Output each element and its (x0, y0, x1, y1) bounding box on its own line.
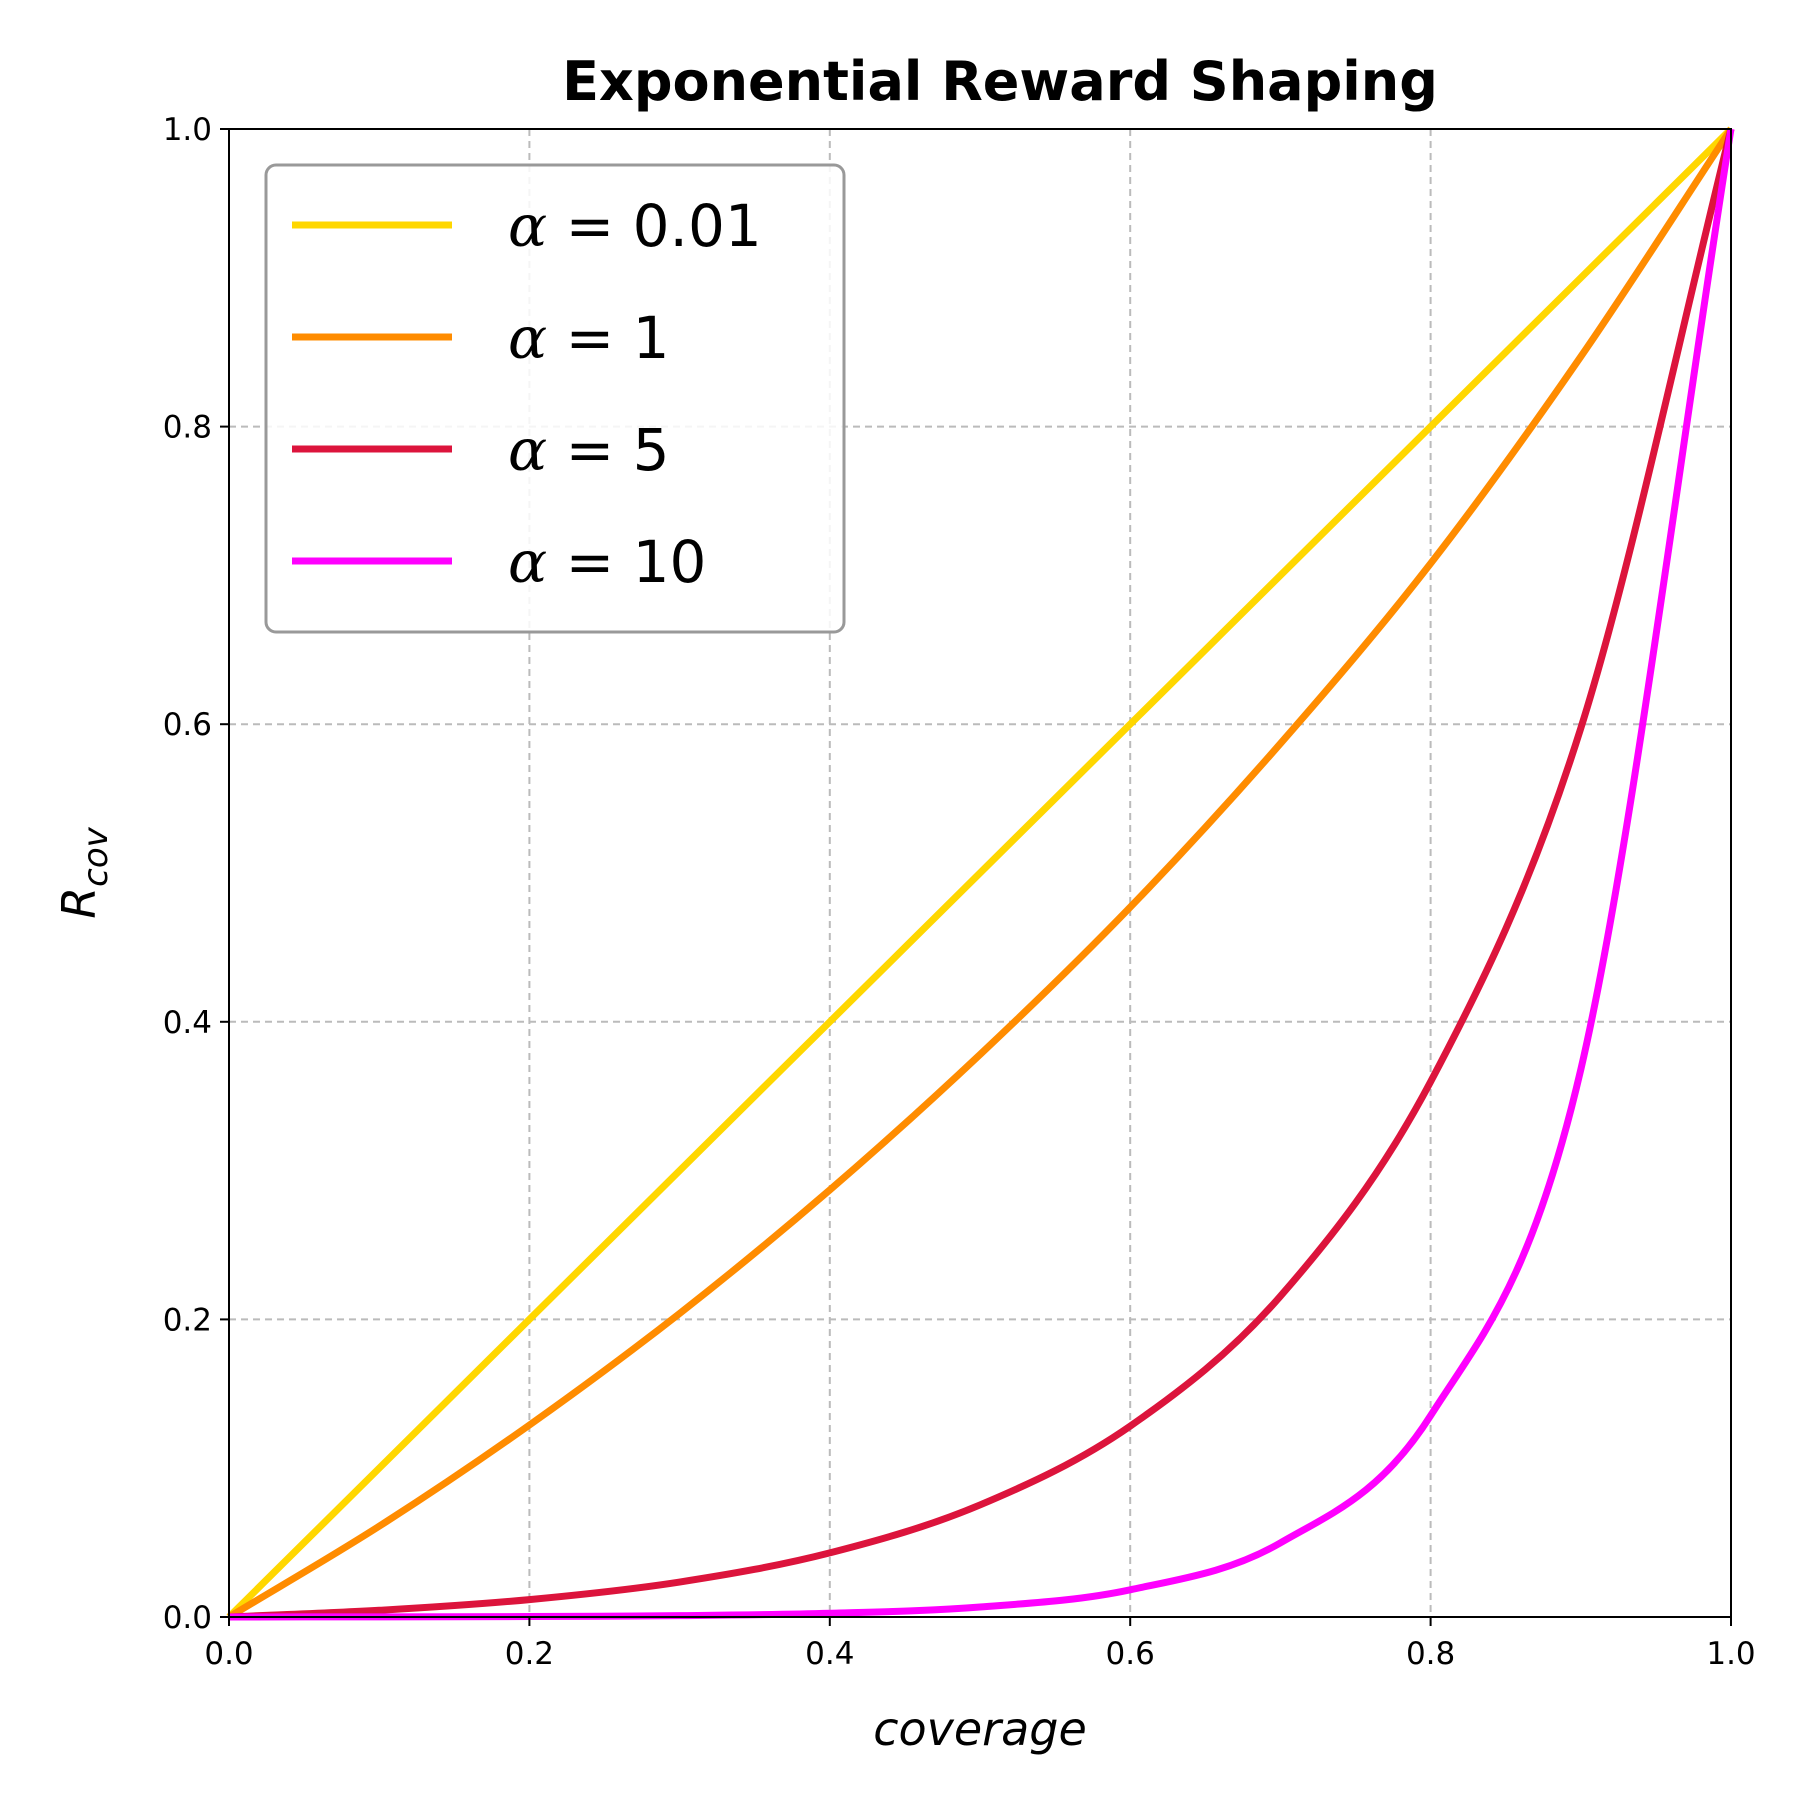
legend-entries: α = 0.01 α = 1 α = 5 α = 10 (292, 192, 762, 596)
grid (229, 129, 1731, 1617)
series-line-3 (228, 128, 1735, 1621)
legend-label-1: α = 0.01 (508, 192, 762, 260)
y-tick-label: 0.0 (163, 1600, 212, 1636)
plot-frame (228, 128, 1732, 1618)
legend-box (264, 163, 846, 634)
legend-label-4: α = 10 (508, 528, 706, 596)
y-tick-label: 0.8 (163, 410, 212, 446)
legend-label-2: α = 1 (508, 304, 670, 372)
legend: α = 0.01 α = 1 α = 5 α = 10 (264, 163, 846, 634)
x-tick-label: 0.8 (1406, 1636, 1455, 1672)
y-axis-label: Rcov (52, 826, 116, 918)
y-axis-label-subscript: cov (76, 826, 116, 886)
plot-lines (226, 126, 1735, 1621)
y-axis-ticks: 0.0 0.2 0.4 0.6 0.8 1.0 (163, 112, 229, 1636)
series-line-1 (226, 126, 1734, 1620)
x-tick-label: 0.4 (805, 1636, 854, 1672)
x-axis-label: coverage (873, 1702, 1087, 1756)
x-tick-label: 0.0 (204, 1636, 253, 1672)
y-tick-label: 0.6 (163, 707, 212, 743)
chart-title: Exponential Reward Shaping (562, 50, 1438, 113)
series-line-2 (227, 127, 1734, 1620)
legend-label-3: α = 5 (508, 416, 670, 484)
y-tick-label: 0.4 (163, 1005, 212, 1041)
x-axis-ticks: 0.0 0.2 0.4 0.6 0.8 1.0 (204, 1617, 1756, 1672)
x-tick-label: 0.2 (505, 1636, 554, 1672)
x-tick-label: 0.6 (1106, 1636, 1155, 1672)
y-tick-label: 1.0 (163, 112, 212, 148)
y-axis-label-base: R (52, 887, 106, 919)
y-tick-label: 0.2 (163, 1302, 212, 1338)
x-tick-label: 1.0 (1706, 1636, 1755, 1672)
